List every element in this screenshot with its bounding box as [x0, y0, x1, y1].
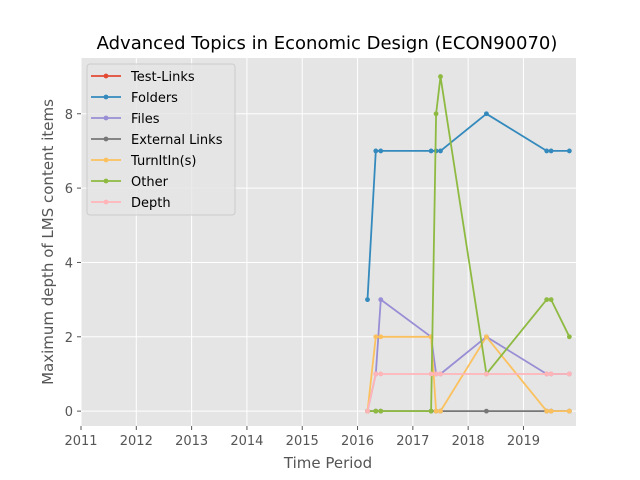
- x-tick-label: 2018: [452, 434, 485, 449]
- y-axis-ticks: 0 2 4 6 8: [65, 108, 81, 420]
- legend-item: Other: [91, 175, 169, 190]
- data-point: [548, 371, 554, 377]
- data-point: [544, 297, 550, 303]
- y-tick-label: 8: [65, 108, 73, 123]
- legend-label: TurnItIn(s): [130, 154, 196, 169]
- legend-marker: [103, 199, 109, 205]
- data-point: [433, 371, 439, 377]
- legend-label: External Links: [131, 133, 223, 148]
- data-point: [428, 408, 434, 414]
- x-axis-ticks: 2011 2012 2013 2014 2015 2016 2017 2018 2019: [64, 426, 540, 449]
- data-point: [373, 408, 379, 414]
- legend-marker: [103, 73, 109, 79]
- x-tick-label: 2012: [120, 434, 153, 449]
- data-point: [548, 297, 554, 303]
- legend-marker: [103, 178, 109, 184]
- x-tick-label: 2019: [507, 434, 540, 449]
- legend-label: Depth: [131, 196, 171, 211]
- legend-item: Test-Links: [91, 70, 195, 85]
- x-tick-label: 2011: [64, 434, 97, 449]
- legend-marker: [103, 157, 109, 163]
- data-point: [438, 74, 443, 79]
- y-tick-label: 2: [65, 331, 73, 346]
- data-point: [428, 371, 434, 377]
- legend: Test-Links Folders Files External Links Turn…: [86, 63, 236, 216]
- legend-label: Folders: [131, 91, 178, 106]
- legend-marker: [103, 94, 109, 100]
- data-point: [566, 408, 572, 414]
- legend-item: Depth: [91, 196, 171, 211]
- legend-marker: [103, 115, 109, 121]
- series-layer: [365, 74, 572, 414]
- x-tick-label: 2014: [230, 434, 263, 449]
- legend-item: Files: [91, 112, 160, 127]
- x-tick-label: 2017: [396, 434, 429, 449]
- y-tick-label: 0: [65, 405, 73, 420]
- data-point: [566, 371, 572, 377]
- y-tick-label: 6: [65, 182, 73, 197]
- data-point: [378, 371, 384, 377]
- chart-title: Advanced Topics in Economic Design (ECON…: [97, 33, 558, 54]
- data-point: [378, 148, 384, 154]
- series-turnitin-s-: [365, 334, 572, 414]
- data-point: [373, 148, 379, 154]
- y-tick-label: 4: [65, 256, 73, 271]
- data-point: [484, 408, 489, 414]
- data-point: [365, 408, 370, 414]
- y-axis-label: Maximum depth of LMS content items: [39, 99, 57, 385]
- data-point: [566, 148, 572, 154]
- data-point: [365, 297, 370, 303]
- x-tick-label: 2016: [341, 434, 374, 449]
- legend-label: Files: [131, 112, 160, 127]
- series-depth: [365, 371, 572, 414]
- data-point: [433, 408, 439, 414]
- legend-label: Other: [131, 175, 169, 190]
- data-point: [544, 371, 550, 377]
- data-point: [438, 148, 443, 154]
- x-tick-label: 2015: [286, 434, 319, 449]
- data-point: [373, 371, 379, 377]
- data-point: [378, 297, 384, 303]
- x-tick-label: 2013: [175, 434, 208, 449]
- legend-item: Folders: [91, 91, 178, 106]
- data-point: [544, 408, 550, 414]
- data-point: [378, 334, 384, 340]
- legend-item: TurnItIn(s): [91, 154, 196, 169]
- data-point: [548, 408, 554, 414]
- data-point: [433, 111, 439, 117]
- data-point: [438, 408, 443, 414]
- data-point: [428, 148, 434, 154]
- data-point: [548, 148, 554, 154]
- data-point: [378, 408, 384, 414]
- data-point: [484, 371, 489, 377]
- data-point: [566, 334, 572, 340]
- data-point: [484, 111, 489, 117]
- legend-label: Test-Links: [130, 70, 195, 85]
- data-point: [438, 371, 443, 377]
- data-point: [373, 334, 379, 340]
- x-axis-label: Time Period: [283, 454, 372, 472]
- legend-item: External Links: [91, 133, 223, 148]
- legend-box: [86, 63, 236, 216]
- data-point: [544, 148, 550, 154]
- legend-marker: [103, 136, 109, 142]
- data-point: [484, 334, 489, 340]
